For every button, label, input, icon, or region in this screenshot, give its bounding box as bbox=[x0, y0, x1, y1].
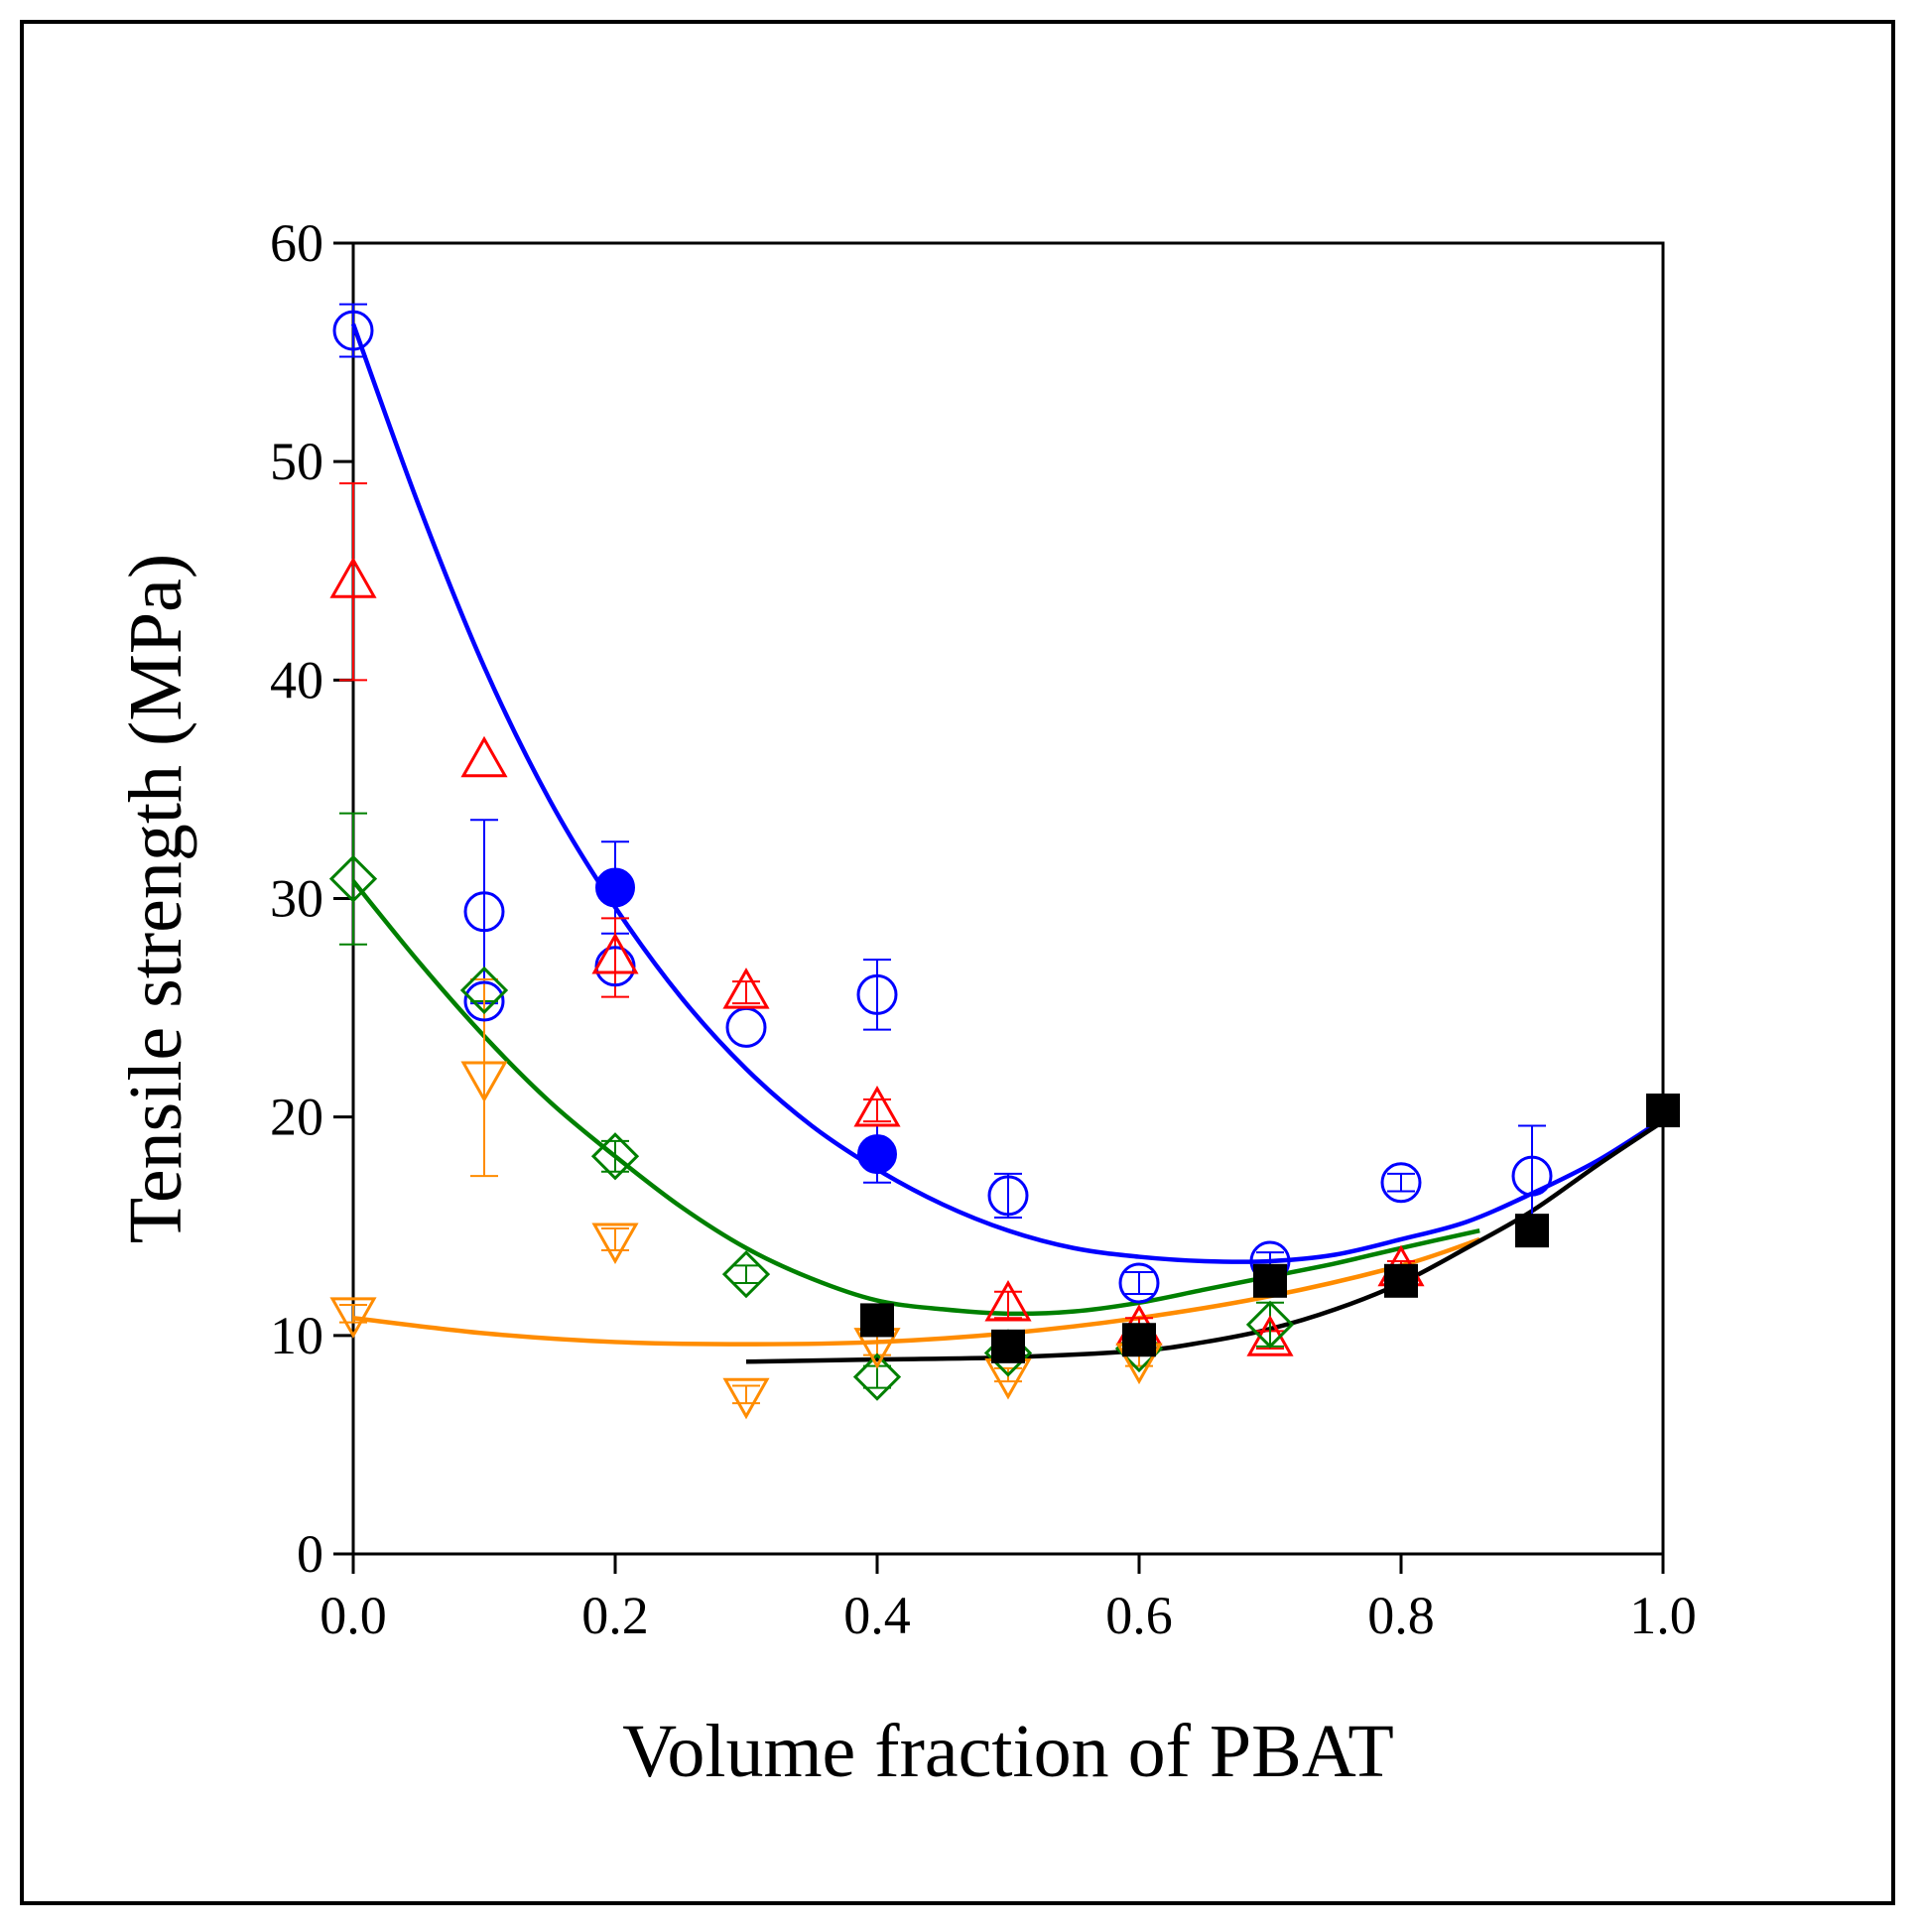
orange-triangle-down-point bbox=[591, 1223, 639, 1264]
red-triangle-up-point bbox=[460, 735, 508, 778]
orange-triangle-down-point bbox=[460, 1061, 508, 1103]
y-tick-label: 50 bbox=[270, 432, 323, 491]
figure-frame bbox=[20, 20, 1895, 1905]
green-fit bbox=[351, 879, 1480, 1317]
y-tick-label: 0 bbox=[297, 1524, 323, 1584]
black-square-point bbox=[991, 1329, 1025, 1363]
red-triangle-up-point bbox=[329, 557, 377, 598]
data-markers bbox=[328, 310, 1680, 1420]
y-tick-label: 40 bbox=[270, 650, 323, 709]
black-square-point bbox=[1122, 1323, 1156, 1357]
black-square-point bbox=[1515, 1214, 1549, 1248]
y-tick-label: 60 bbox=[270, 213, 323, 273]
y-tick-label: 20 bbox=[270, 1088, 323, 1147]
y-tick-label: 30 bbox=[270, 869, 323, 929]
blue-filled-circle-point bbox=[595, 867, 635, 908]
error-bars bbox=[339, 303, 1546, 1405]
red-triangle-up-point bbox=[722, 967, 770, 1009]
blue-open-circle-point bbox=[856, 973, 898, 1015]
green-diamond-point bbox=[590, 1132, 640, 1181]
black-square-point bbox=[1384, 1263, 1418, 1298]
x-tick-label: 0.4 bbox=[843, 1586, 911, 1645]
x-tick-label: 1.0 bbox=[1629, 1586, 1697, 1645]
orange-triangle-down-point bbox=[722, 1377, 770, 1420]
green-diamond-point bbox=[328, 854, 378, 903]
y-axis: 0 10 20 30 40 50 60 bbox=[270, 213, 353, 1584]
blue-open-circle-point bbox=[725, 1006, 767, 1048]
blue-fit bbox=[350, 322, 1665, 1264]
x-tick-label: 0.6 bbox=[1105, 1586, 1173, 1645]
blue-open-circle-point bbox=[987, 1175, 1029, 1217]
x-tick-label: 0.2 bbox=[581, 1586, 649, 1645]
blue-filled-circle-point bbox=[857, 1134, 897, 1175]
black-square-point bbox=[1646, 1094, 1680, 1128]
red-triangle-up-point bbox=[853, 1086, 901, 1127]
blue-open-circle-point bbox=[463, 891, 505, 933]
green-diamond-point bbox=[721, 1250, 771, 1299]
green-diamond-point bbox=[459, 966, 509, 1015]
y-axis-title: Tensile strength (MPa) bbox=[114, 554, 197, 1243]
black-square-point bbox=[1253, 1263, 1287, 1298]
orange-fit bbox=[352, 1236, 1480, 1347]
x-axis-title: Volume fraction of PBAT bbox=[622, 1710, 1394, 1793]
x-tick-label: 0.8 bbox=[1367, 1586, 1435, 1645]
green-diamond-point bbox=[852, 1352, 902, 1401]
black-square-point bbox=[860, 1303, 894, 1338]
blue-open-circle-point bbox=[1380, 1162, 1422, 1204]
red-triangle-up-point bbox=[591, 932, 639, 974]
blue-open-circle-point bbox=[463, 980, 505, 1022]
red-triangle-up-point bbox=[984, 1279, 1032, 1322]
blue-open-circle-point bbox=[1118, 1262, 1160, 1304]
y-tick-label: 10 bbox=[270, 1306, 323, 1365]
blue-open-circle-point bbox=[1511, 1155, 1553, 1197]
green-diamond-point bbox=[1245, 1300, 1295, 1349]
x-axis: 0.0 0.2 0.4 0.6 0.8 1.0 bbox=[320, 1554, 1697, 1645]
orange-triangle-down-point bbox=[329, 1297, 377, 1339]
blue-open-circle-point bbox=[332, 310, 374, 351]
x-tick-label: 0.0 bbox=[320, 1586, 387, 1645]
